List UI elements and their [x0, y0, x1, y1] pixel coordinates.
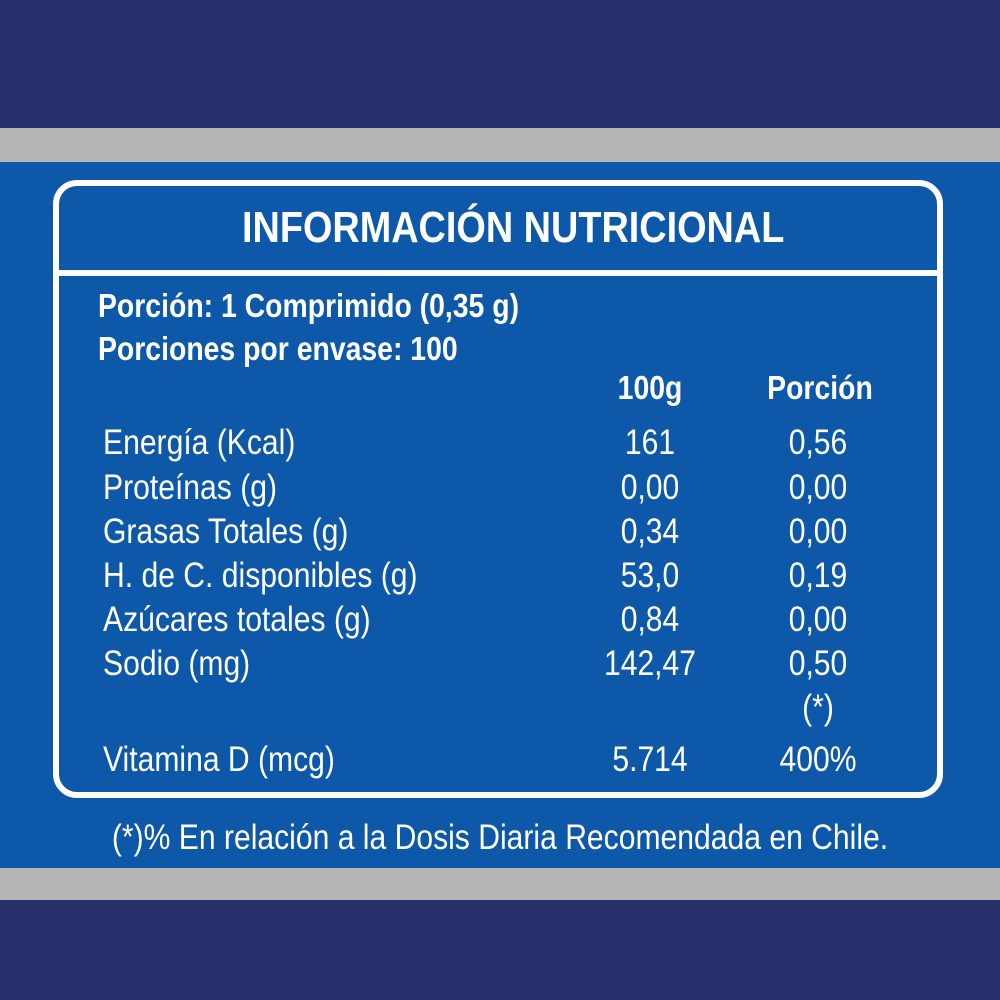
bottom-grey-stripe [0, 868, 1000, 900]
nutrient-name: H. de C. disponibles (g) [103, 556, 418, 595]
nutrient-name: Azúcares totales (g) [103, 600, 371, 639]
header-divider [59, 270, 937, 276]
nutrient-name: Sodio (mg) [103, 644, 251, 683]
nutrient-portion: 0,56 [788, 423, 848, 462]
footnote: (*)% En relación a la Dosis Diaria Recom… [111, 818, 889, 857]
nutrient-portion: 0,00 [788, 600, 848, 639]
table-title: INFORMACIÓN NUTRICIONAL [242, 203, 785, 252]
nutrient-name: Vitamina D (mcg) [103, 740, 335, 779]
nutrient-per100: 161 [624, 423, 676, 462]
nutrient-per100: 0,84 [620, 600, 680, 639]
nutrient-per100: 0,00 [620, 468, 680, 507]
column-header-100g: 100g [617, 369, 683, 406]
nutrient-per100: 142,47 [603, 644, 697, 683]
nutrient-per100: 0,34 [620, 512, 680, 551]
nutrient-name: Proteínas (g) [103, 468, 277, 507]
bottom-navy-band [0, 900, 1000, 1000]
nutrient-portion: 0,50 [788, 644, 848, 683]
serving-size: Porción: 1 Comprimido (0,35 g) [98, 287, 520, 324]
nutrient-per100: 53,0 [620, 556, 680, 595]
nutrient-per100: 5.714 [612, 740, 688, 779]
nutrient-portion: 400% [779, 740, 857, 779]
column-header-portion: Porción [767, 369, 873, 406]
top-grey-stripe [0, 128, 1000, 162]
nutrient-name: Grasas Totales (g) [103, 512, 349, 551]
blue-panel [0, 162, 1000, 868]
top-navy-band [0, 0, 1000, 128]
servings-per-package: Porciones por envase: 100 [98, 330, 458, 367]
nutrient-portion: 0,00 [788, 512, 848, 551]
nutrient-portion: 0,00 [788, 468, 848, 507]
nutrient-name: Energía (Kcal) [103, 423, 296, 462]
nutrient-portion: 0,19 [788, 556, 848, 595]
nutrition-table-frame [53, 180, 943, 798]
portion-note: (*) [802, 688, 834, 727]
